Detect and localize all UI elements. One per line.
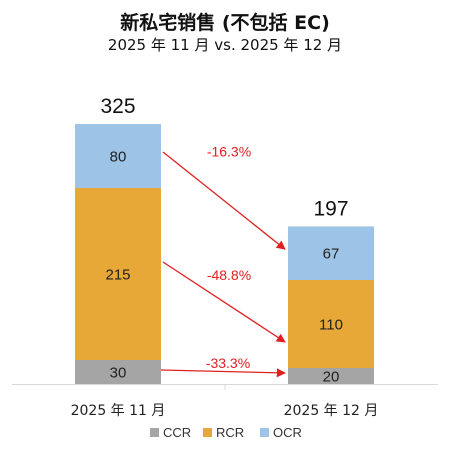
category-label-2: 2025 年 12 月 (284, 403, 379, 419)
legend-label-ccr: CCR (163, 425, 191, 440)
legend-swatch-rcr (203, 428, 212, 437)
data-label-ccr-1: 30 (110, 365, 127, 382)
legend-label-ocr: OCR (273, 425, 302, 440)
bar-segment-ocr-1 (75, 124, 161, 188)
plot-area: 30 215 80 325 2025 年 11 月 20 110 67 197 2025 年 12… (12, 95, 438, 440)
change-label-rcr: -48.8% (207, 267, 251, 283)
bar-segment-ocr-2 (288, 226, 374, 280)
bar-segment-ccr-1 (75, 360, 161, 384)
legend-label-rcr: RCR (216, 425, 244, 440)
bar-segment-rcr-1 (75, 188, 161, 360)
data-label-rcr-2: 110 (319, 317, 343, 334)
data-label-rcr-1: 215 (105, 267, 130, 284)
category-label-1: 2025 年 11 月 (71, 403, 166, 419)
chart-title: 新私宅销售 (不包括 EC) (120, 12, 330, 34)
legend-swatch-ocr (260, 428, 269, 437)
change-arrow-rcr (162, 261, 286, 343)
legend-swatch-ccr (150, 428, 159, 437)
data-label-ocr-2: 67 (323, 246, 340, 263)
data-label-ccr-2: 20 (323, 369, 340, 386)
change-label-ccr: -33.3% (206, 355, 250, 371)
change-arrow-ccr (160, 368, 286, 378)
bar-segment-ccr-2 (288, 368, 374, 384)
chart-subtitle: 2025 年 11 月 vs. 2025 年 12 月 (107, 36, 343, 54)
change-label-ocr: -16.3% (207, 144, 251, 160)
bar-segment-rcr-2 (288, 280, 374, 368)
total-label-2: 197 (313, 197, 348, 220)
change-arrow-ocr (162, 151, 286, 250)
total-label-1: 325 (100, 95, 135, 118)
data-label-ocr-1: 80 (110, 149, 127, 166)
